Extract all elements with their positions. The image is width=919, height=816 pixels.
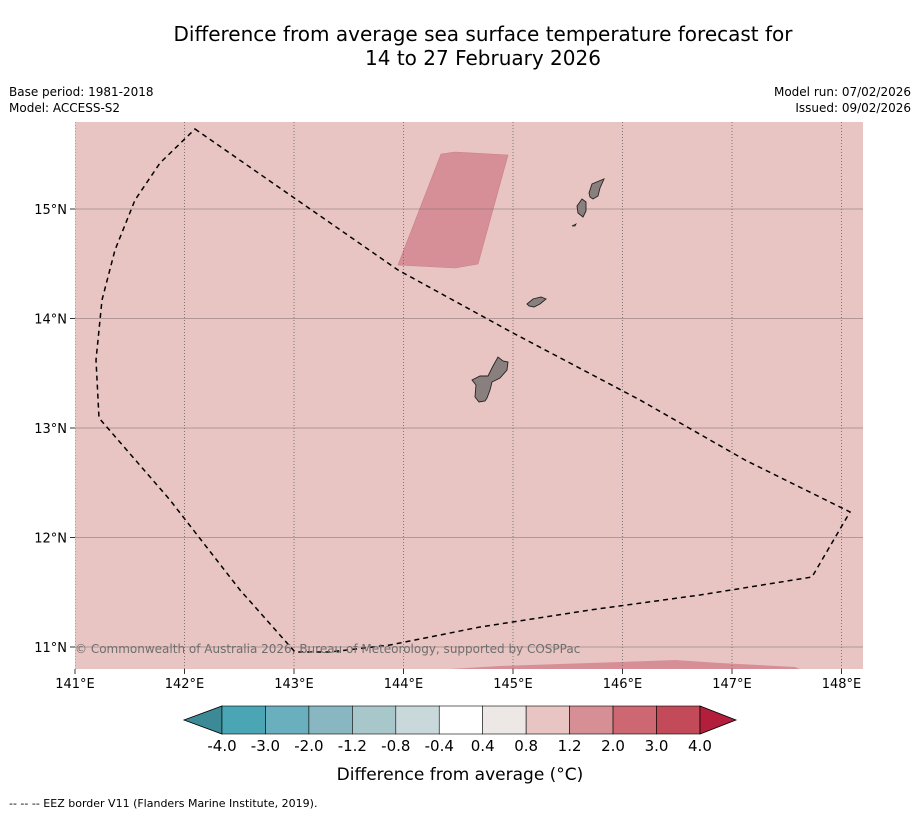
longitude-ticks: 141°E 142°E 143°E 144°E 145°E 146°E 147°E 148°E <box>55 669 861 692</box>
eez-legend-note: -- -- -- EEZ border V11 (Flanders Marine… <box>9 797 318 810</box>
lon-tick-label: 145°E <box>493 677 533 692</box>
meta-left: Base period: 1981-2018 Model: ACCESS-S2 <box>9 84 154 116</box>
colorbar-tick-label: 3.0 <box>645 737 669 755</box>
lon-tick-label: 148°E <box>822 677 862 692</box>
colorbar-tick-label: -1.2 <box>338 737 367 755</box>
colorbar-tick-label: 2.0 <box>601 737 625 755</box>
colorbar-swatch <box>525 705 570 735</box>
graticule-parallels <box>75 208 863 648</box>
lat-tick-label: 12°N <box>34 532 67 547</box>
colorbar-tick-label: 1.2 <box>558 737 582 755</box>
graticule-meridians <box>75 122 842 669</box>
rota-island <box>526 296 547 308</box>
copyright-text: © Commonwealth of Australia 2026, Bureau… <box>75 642 580 656</box>
lon-tick-label: 143°E <box>274 677 314 692</box>
chart-title: Difference from average sea surface temp… <box>0 22 919 70</box>
colorbar-swatch <box>221 705 266 735</box>
colorbar-swatch <box>308 705 353 735</box>
colorbar-tick-label: 0.8 <box>514 737 538 755</box>
lon-tick-label: 146°E <box>603 677 643 692</box>
lat-tick-label: 15°N <box>34 203 67 218</box>
colorbar-swatch <box>569 705 614 735</box>
colorbar-tick-label: -2.0 <box>294 737 323 755</box>
lon-tick-label: 144°E <box>384 677 424 692</box>
tinian-island <box>576 198 587 218</box>
eez-border <box>95 128 852 653</box>
latitude-ticks: 15°N 14°N 13°N 12°N 11°N <box>34 203 75 656</box>
colorbar-tick-label: -0.8 <box>381 737 410 755</box>
colorbar-tick-label: 4.0 <box>688 737 712 755</box>
base-period: Base period: 1981-2018 <box>9 85 154 99</box>
colorbar-tick-label: -3.0 <box>251 737 280 755</box>
model-name: Model: ACCESS-S2 <box>9 101 121 115</box>
anomaly-patch-north <box>397 151 509 269</box>
colorbar-tick-label: -0.4 <box>425 737 454 755</box>
meta-right: Model run: 07/02/2026 Issued: 09/02/2026 <box>774 84 911 116</box>
map-figure: © Commonwealth of Australia 2026, Bureau… <box>34 122 863 785</box>
lat-tick-label: 11°N <box>34 641 67 656</box>
aguijan-island <box>571 223 577 227</box>
anomaly-patch-south <box>450 660 800 669</box>
colorbar-swatch <box>265 705 310 735</box>
colorbar-title: Difference from average (°C) <box>337 765 584 785</box>
colorbar-swatch <box>656 705 701 735</box>
colorbar-swatch <box>352 705 397 735</box>
colorbar-over-arrow <box>699 705 738 735</box>
colorbar-tick-label: 0.4 <box>471 737 495 755</box>
colorbar-tick-label: -4.0 <box>207 737 236 755</box>
title-line-1: Difference from average sea surface temp… <box>173 22 793 46</box>
saipan-island <box>588 178 605 200</box>
lon-tick-label: 142°E <box>165 677 205 692</box>
lat-tick-label: 13°N <box>34 422 67 437</box>
lon-tick-label: 147°E <box>712 677 752 692</box>
colorbar-swatch <box>395 705 440 735</box>
lat-tick-label: 14°N <box>34 313 67 328</box>
guam-island <box>471 356 509 403</box>
issued-date: Issued: 09/02/2026 <box>795 101 911 115</box>
colorbar-swatch <box>612 705 657 735</box>
colorbar-swatch <box>438 705 484 735</box>
colorbar-swatch <box>482 705 527 735</box>
lon-tick-label: 141°E <box>55 677 95 692</box>
colorbar-under-arrow <box>182 705 223 735</box>
model-run: Model run: 07/02/2026 <box>773 85 911 99</box>
colorbar[interactable]: -4.0 -3.0 -2.0 -1.2 -0.8 -0.4 0.4 0.8 1.2 2.0 3.0 4… <box>182 705 738 755</box>
title-line-2: 14 to 27 February 2026 <box>365 46 601 70</box>
